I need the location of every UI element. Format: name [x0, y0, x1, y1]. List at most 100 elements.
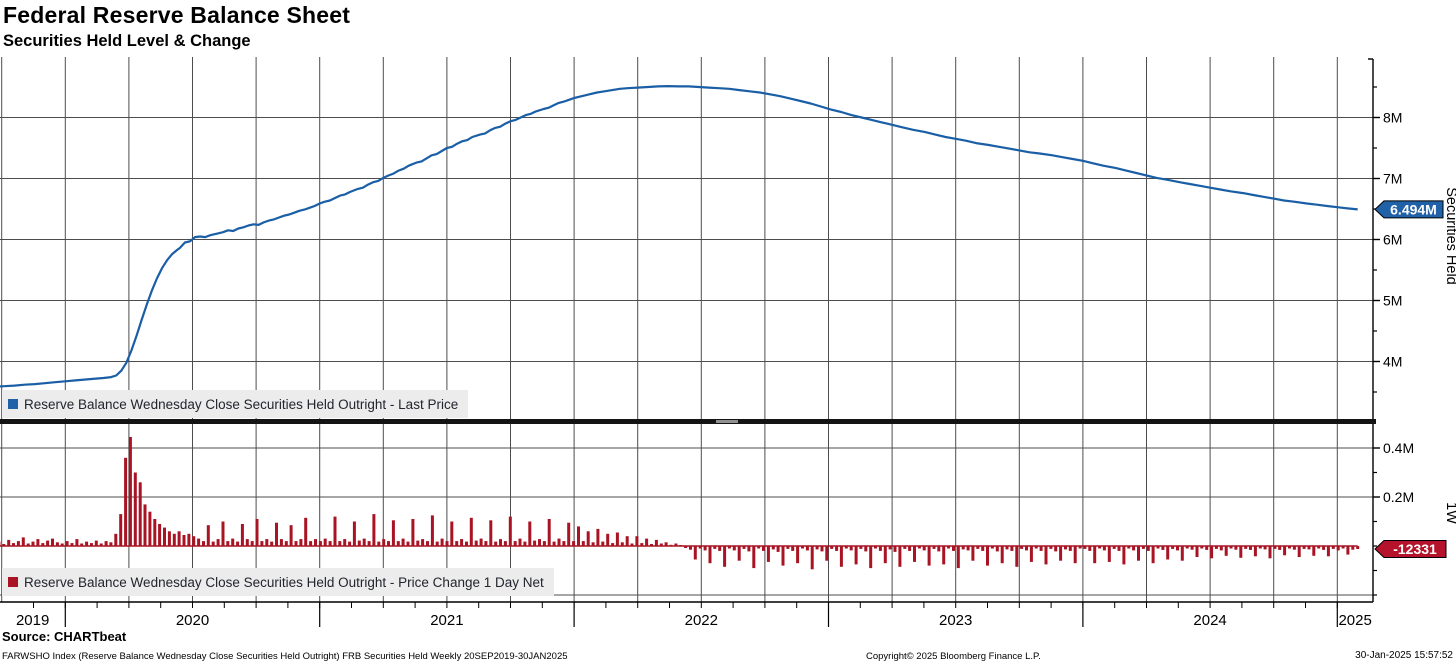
bar — [2, 544, 6, 546]
last-price-tag-label: 6.494M — [1390, 201, 1437, 217]
bar — [1239, 546, 1243, 558]
bar — [36, 539, 40, 546]
bar — [177, 531, 181, 546]
bar — [937, 546, 941, 552]
bar — [1219, 546, 1223, 551]
y-tick-label: 6M — [1383, 232, 1402, 248]
bar — [1171, 546, 1175, 549]
bar — [830, 546, 834, 549]
bar — [1278, 546, 1282, 550]
bar — [7, 539, 11, 546]
bar — [1049, 546, 1053, 549]
bar — [1258, 546, 1262, 549]
bar — [1098, 546, 1102, 549]
bar — [1317, 546, 1321, 549]
bar — [240, 524, 244, 547]
bar — [1176, 546, 1179, 551]
bar — [348, 541, 352, 546]
bar — [1010, 546, 1014, 551]
bar — [1356, 546, 1360, 549]
bar — [1151, 546, 1155, 564]
bar — [1000, 546, 1004, 564]
bar — [124, 457, 128, 546]
bar — [352, 521, 356, 546]
bar — [927, 546, 931, 566]
bar — [1015, 546, 1019, 567]
bar — [401, 538, 405, 546]
page-title: Federal Reserve Balance Sheet — [3, 2, 351, 28]
bar — [289, 525, 293, 546]
bar — [976, 546, 980, 549]
bar — [1127, 546, 1131, 549]
bar — [810, 546, 814, 570]
bar — [187, 533, 191, 547]
bar — [367, 541, 371, 546]
bar — [869, 546, 873, 569]
bar — [279, 539, 283, 546]
bar — [1307, 546, 1311, 550]
bar — [41, 543, 45, 546]
bar — [421, 539, 425, 546]
legend-securities-held[interactable]: Reserve Balance Wednesday Close Securiti… — [2, 390, 469, 418]
bar — [499, 539, 502, 546]
panel-separator-handle-icon[interactable] — [716, 420, 738, 423]
bar — [275, 522, 278, 546]
bar — [791, 546, 795, 551]
bar — [1025, 546, 1028, 551]
bar — [732, 546, 736, 551]
bar — [1112, 546, 1116, 549]
bar — [109, 542, 113, 546]
bar — [426, 541, 429, 546]
bar — [216, 539, 220, 546]
bar — [60, 543, 64, 546]
bar — [197, 538, 201, 546]
bar — [270, 541, 274, 546]
bar — [1083, 546, 1087, 549]
bar — [1137, 546, 1140, 561]
bar — [494, 541, 498, 546]
bar — [382, 539, 386, 546]
bar — [1292, 546, 1296, 550]
bar — [581, 541, 585, 546]
bar — [260, 541, 264, 546]
bar — [771, 546, 775, 550]
bar — [640, 543, 644, 546]
bar — [606, 533, 610, 547]
bar — [693, 546, 697, 560]
bar — [1088, 546, 1092, 551]
bar — [942, 546, 946, 565]
y-tick-label: 8M — [1383, 110, 1402, 126]
bar — [1229, 546, 1233, 549]
bar — [1064, 546, 1067, 550]
axis-title-1w: 1W — [1443, 502, 1456, 524]
bar — [567, 522, 571, 546]
bar — [294, 541, 298, 546]
bar — [55, 542, 59, 546]
bar — [820, 546, 824, 552]
bar — [1288, 546, 1291, 549]
bar — [460, 539, 464, 546]
bar — [893, 546, 897, 552]
bar — [357, 540, 361, 546]
legend-label-line-series: Reserve Balance Wednesday Close Securiti… — [24, 396, 459, 412]
bar — [542, 541, 546, 546]
legend-price-change[interactable]: Reserve Balance Wednesday Close Securiti… — [2, 568, 554, 596]
y-tick-label: 0.4M — [1383, 440, 1414, 456]
bar — [265, 539, 269, 546]
bar — [1005, 546, 1009, 550]
bar — [299, 539, 303, 546]
bar — [484, 541, 488, 546]
bar — [854, 546, 858, 565]
bar — [883, 546, 887, 564]
bar — [1253, 546, 1257, 557]
bar — [158, 524, 162, 547]
bar — [961, 546, 965, 550]
bar — [221, 521, 225, 546]
bar — [825, 546, 829, 561]
x-year-label: 2019 — [16, 612, 49, 629]
bar — [737, 546, 741, 561]
panel-separator[interactable] — [0, 419, 1376, 424]
x-year-label: 2023 — [939, 612, 972, 629]
bar — [518, 538, 522, 546]
